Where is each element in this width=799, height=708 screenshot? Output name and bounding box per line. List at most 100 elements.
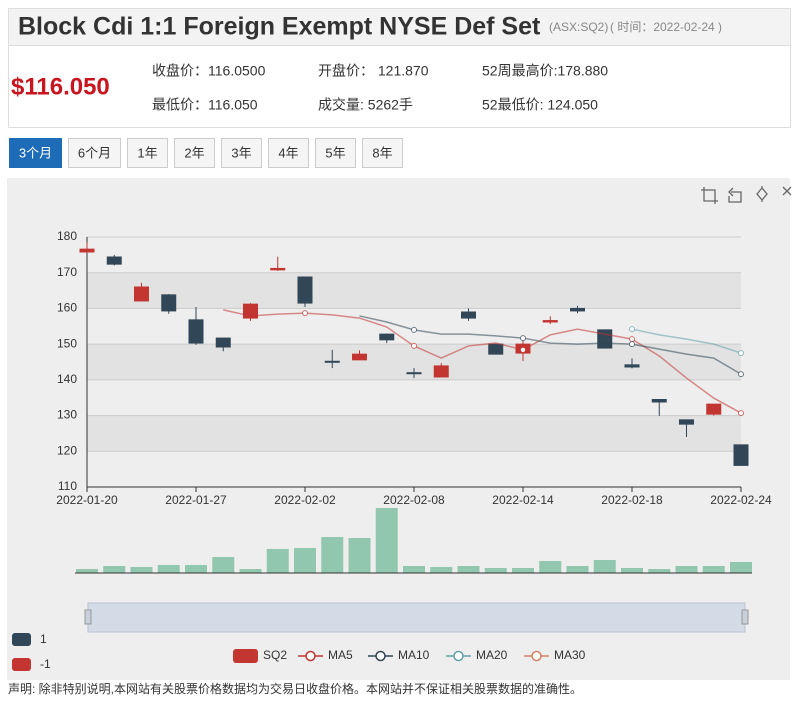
tab[interactable]: 4年: [268, 138, 309, 168]
candle-body: [270, 267, 286, 271]
tab-label[interactable]: 8年: [372, 145, 392, 160]
side-legend-swatch: [12, 658, 31, 671]
side-legend-label: -1: [40, 657, 51, 671]
y-tick-label: 170: [57, 265, 77, 279]
y-tick-label: 180: [57, 229, 77, 243]
legend-label: MA5: [328, 648, 353, 662]
volume-bar: [457, 565, 480, 573]
ma-point: [738, 371, 744, 378]
y-tick-label: 150: [57, 336, 77, 350]
candle-body: [570, 307, 585, 312]
y-tick-label: 120: [57, 443, 77, 457]
split-area: [87, 415, 741, 452]
disclaimer: 声明: 除非特别说明,本网站有关股票价格数据均为交易日收盘价格。本网站并不保证相…: [8, 681, 582, 696]
candle-body: [624, 364, 640, 368]
y-tick-label: 130: [57, 408, 77, 422]
quote-time: ( 时间：2022-02-24 ): [610, 20, 722, 34]
ma-point: [411, 326, 417, 333]
tab-button[interactable]: [315, 138, 356, 168]
volume-bar: [103, 565, 126, 573]
restore-icon[interactable]: [756, 186, 768, 202]
stat: 收盘价：116.0500: [152, 63, 266, 79]
split-area: [87, 272, 741, 309]
tabs: 3个月 6个月 1年 2年 3年 4年 5年 8年: [9, 138, 403, 168]
tab-label[interactable]: 1年: [137, 145, 157, 160]
y-tick-label: 160: [57, 301, 77, 315]
save-icon[interactable]: [782, 186, 792, 196]
volume-bar: [212, 556, 235, 573]
x-tick-label: 2022-02-24: [710, 493, 772, 507]
tab[interactable]: 6个月: [68, 138, 121, 168]
candle-body: [433, 365, 449, 378]
legend-swatch: [233, 649, 258, 663]
side-legend-label: 1: [40, 632, 47, 646]
tab-label[interactable]: 2年: [184, 145, 204, 160]
ma-line: [223, 309, 742, 414]
volume-bar: [375, 508, 398, 573]
legend-marker: [305, 650, 316, 662]
legend-label: SQ2: [263, 648, 287, 662]
zoom-icon[interactable]: [701, 187, 718, 204]
ma-point: [520, 335, 526, 342]
candle-body: [651, 399, 667, 403]
tab-label[interactable]: 6个月: [78, 145, 111, 160]
legend-marker: [531, 650, 542, 662]
tab-label[interactable]: 5年: [325, 145, 345, 160]
ma-point: [629, 336, 635, 343]
zoom-slider[interactable]: [87, 602, 746, 633]
volume-bar: [76, 569, 98, 573]
volume-bar: [266, 548, 289, 573]
ma-point: [520, 346, 526, 353]
tab-button[interactable]: [174, 138, 215, 168]
slider-handle-left[interactable]: [84, 609, 92, 625]
stat: 成交量: 5262手: [318, 97, 413, 113]
y-tick-label: 110: [58, 479, 77, 493]
volume-bar: [539, 560, 562, 573]
title-bar: [9, 9, 790, 45]
volume-bar: [403, 565, 425, 573]
undo-zoom-icon[interactable]: [728, 187, 742, 203]
stat: 52周最高价:178.880: [482, 63, 608, 79]
tab-button[interactable]: [362, 138, 403, 168]
tab-label[interactable]: 3年: [231, 145, 251, 160]
tab-label[interactable]: 4年: [278, 145, 298, 160]
tab-label[interactable]: 3个月: [19, 145, 52, 160]
x-tick-label: 2022-02-08: [383, 493, 445, 507]
split-area: [87, 237, 741, 273]
tab[interactable]: 8年: [362, 138, 403, 168]
tab[interactable]: 3个月: [9, 138, 62, 168]
legend-label: MA30: [554, 648, 586, 662]
candle-body: [542, 320, 558, 323]
candle-body: [461, 311, 476, 319]
stock-code: (ASX:SQ2): [549, 20, 608, 34]
slider-handle-right[interactable]: [741, 609, 749, 625]
volume-bar: [512, 568, 534, 573]
x-tick-label: 2022-02-18: [601, 493, 663, 507]
x-tick-label: 2022-01-20: [56, 493, 118, 507]
side-legend-swatch: [12, 633, 31, 646]
tab[interactable]: 5年: [315, 138, 356, 168]
candle-body: [679, 419, 694, 425]
x-tick-label: 2022-02-14: [492, 493, 554, 507]
tab[interactable]: 1年: [127, 138, 168, 168]
volume-bar: [593, 559, 616, 573]
tab-button[interactable]: [68, 138, 121, 168]
candle-body: [161, 294, 177, 312]
candle-body: [79, 248, 95, 253]
tab-button[interactable]: [221, 138, 262, 168]
stat: 52最低价: 124.050: [482, 97, 598, 113]
volume-bar: [294, 548, 316, 573]
volume-bar: [675, 565, 698, 573]
volume-bar: [484, 568, 507, 573]
tab[interactable]: 2年: [174, 138, 215, 168]
tab[interactable]: 3年: [221, 138, 262, 168]
tab-button[interactable]: [127, 138, 168, 168]
tab-button[interactable]: [268, 138, 309, 168]
volume-bar: [566, 565, 589, 573]
ma-point: [411, 342, 417, 349]
tab-button[interactable]: [9, 138, 62, 168]
candle-body: [324, 360, 340, 363]
x-tick-label: 2022-01-27: [165, 493, 227, 507]
